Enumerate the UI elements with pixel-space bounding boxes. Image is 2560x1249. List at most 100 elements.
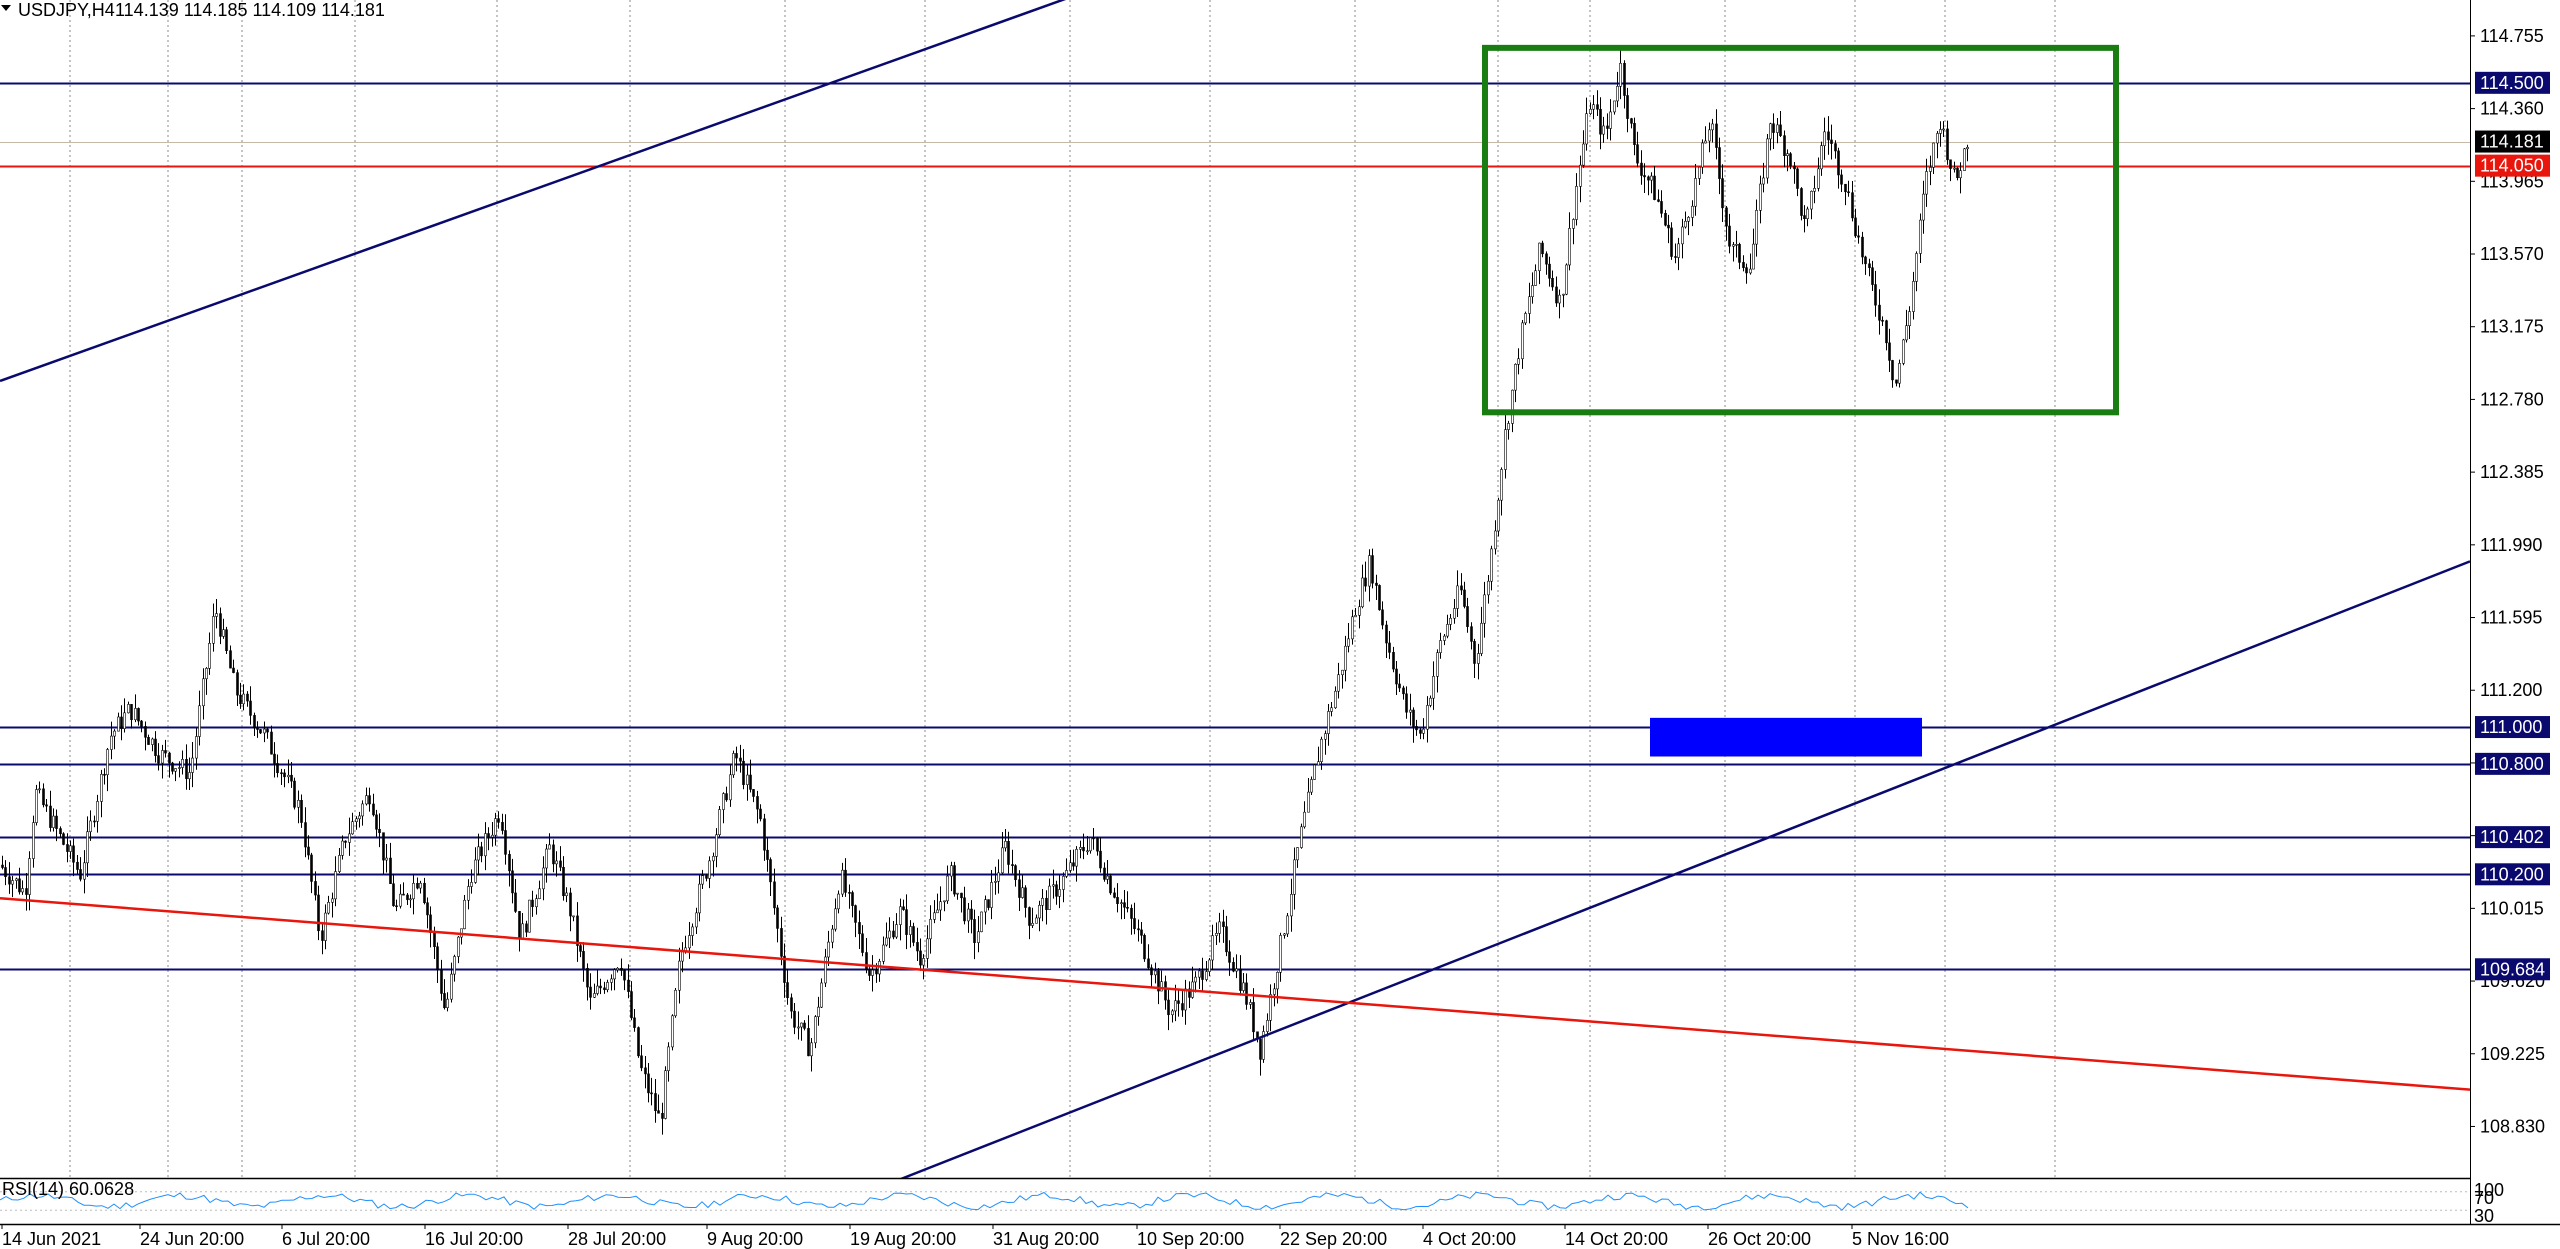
- candle-body-333: [1133, 918, 1136, 930]
- candle-body-193: [657, 1110, 660, 1114]
- candle-body-417: [1419, 729, 1422, 734]
- candle-body-205: [698, 883, 701, 914]
- candle-body-115: [392, 883, 395, 907]
- candle-body-478: [1626, 95, 1629, 119]
- candle-body-87: [297, 800, 300, 808]
- zone-rectangle-1[interactable]: [1650, 717, 1922, 757]
- candle-body-145: [494, 818, 497, 836]
- candle-body-80: [273, 753, 276, 764]
- candle-body-69: [236, 672, 239, 696]
- trendline-2[interactable]: [0, 896, 2471, 1091]
- candle-body-36: [123, 712, 126, 729]
- candle-body-524: [1783, 135, 1786, 157]
- candle-body-90: [307, 846, 310, 856]
- candle-body-523: [1779, 124, 1782, 136]
- candle-body-150: [511, 870, 514, 894]
- candle-body-359: [1222, 921, 1225, 927]
- candle-body-179: [610, 978, 613, 983]
- candle-body-74: [253, 715, 256, 729]
- candle-body-268: [912, 926, 915, 943]
- candle-body-570: [1939, 129, 1942, 134]
- candle-body-289: [984, 899, 987, 913]
- candle-body-75: [256, 727, 259, 730]
- candle-body-439: [1494, 530, 1497, 550]
- candle-body-41: [140, 720, 143, 727]
- collapse-arrow-icon[interactable]: [1, 5, 11, 11]
- candle-body-234: [797, 1026, 800, 1029]
- candle-body-501: [1704, 140, 1707, 144]
- candle-body-260: [885, 937, 888, 946]
- candle-body-9: [32, 822, 35, 859]
- time-tick-label-4: 28 Jul 20:00: [568, 1229, 666, 1249]
- level-label-box-1: [2475, 154, 2550, 177]
- candle-body-486: [1653, 175, 1656, 200]
- candle-body-352: [1198, 970, 1201, 978]
- candle-body-402: [1368, 555, 1371, 587]
- candle-body-173: [589, 986, 592, 998]
- candle-body-134: [457, 936, 460, 957]
- candle-body-166: [565, 892, 568, 897]
- candle-body-485: [1650, 175, 1653, 181]
- candle-body-571: [1942, 128, 1945, 131]
- candle-body-203: [691, 926, 694, 936]
- candle-body-239: [814, 1016, 817, 1044]
- trendline-1[interactable]: [879, 560, 2471, 1189]
- candle-body-106: [361, 803, 364, 817]
- candle-body-118: [402, 893, 405, 896]
- candle-body-89: [304, 822, 307, 848]
- candle-body-45: [154, 738, 157, 756]
- candle-body-543: [1847, 191, 1850, 194]
- candle-body-272: [926, 938, 929, 959]
- candle-body-480: [1633, 123, 1636, 145]
- candle-body-243: [827, 941, 830, 958]
- candle-body-308: [1048, 885, 1051, 910]
- candle-body-459: [1562, 293, 1565, 296]
- candle-body-320: [1089, 837, 1092, 852]
- candle-body-508: [1728, 225, 1731, 247]
- candle-body-500: [1701, 142, 1704, 168]
- candle-body-276: [939, 901, 942, 911]
- candle-body-373: [1269, 994, 1272, 1021]
- candle-body-209: [712, 856, 715, 862]
- candle-body-42: [144, 726, 147, 738]
- candle-body-318: [1082, 847, 1085, 852]
- trendline-0[interactable]: [0, 0, 1088, 383]
- price-candles: [1, 50, 1969, 1135]
- candle-body-575: [1956, 167, 1959, 179]
- candle-body-328: [1116, 897, 1119, 904]
- candle-body-10: [35, 789, 38, 823]
- range-rectangle-0[interactable]: [1482, 44, 2119, 416]
- candle-body-530: [1803, 215, 1806, 220]
- candle-body-23: [79, 869, 82, 880]
- time-tick-label-7: 31 Aug 20:00: [993, 1229, 1099, 1249]
- candle-body-403: [1371, 555, 1374, 584]
- candle-body-346: [1177, 1000, 1180, 1004]
- candle-body-177: [603, 987, 606, 991]
- candle-body-206: [701, 875, 704, 885]
- candle-body-153: [521, 923, 524, 940]
- candle-body-528: [1796, 168, 1799, 189]
- candle-body-455: [1548, 263, 1551, 279]
- candle-body-214: [729, 774, 732, 801]
- candle-body-157: [535, 898, 538, 908]
- candle-body-361: [1228, 951, 1231, 963]
- price-tick-label-1: 114.360: [2480, 99, 2544, 119]
- candle-body-83: [283, 772, 286, 778]
- candle-body-319: [1086, 850, 1089, 853]
- candle-body-174: [593, 993, 596, 998]
- candle-body-354: [1205, 971, 1208, 980]
- candle-body-28: [96, 801, 99, 822]
- candle-body-552: [1878, 304, 1881, 321]
- candle-body-494: [1681, 226, 1684, 245]
- candle-body-235: [800, 1022, 803, 1028]
- candle-body-207: [705, 875, 708, 879]
- candle-body-296: [1007, 841, 1010, 865]
- time-tick-label-9: 22 Sep 20:00: [1280, 1229, 1387, 1249]
- candle-body-220: [749, 774, 752, 790]
- candle-body-281: [956, 892, 959, 895]
- candle-body-355: [1208, 959, 1211, 972]
- candle-body-336: [1143, 935, 1146, 960]
- candle-body-370: [1259, 1038, 1262, 1060]
- candle-body-533: [1813, 188, 1816, 192]
